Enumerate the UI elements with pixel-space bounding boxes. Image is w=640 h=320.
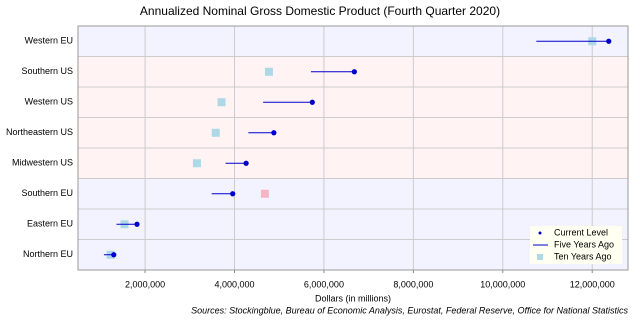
ten-years-ago-marker — [217, 98, 226, 107]
x-tick-label: 4,000,000 — [214, 279, 254, 289]
ten-years-ago-marker — [211, 128, 220, 137]
x-tick-label: 10,000,000 — [480, 279, 525, 289]
x-tick-label: 8,000,000 — [393, 279, 433, 289]
row-band — [78, 117, 628, 148]
y-tick-label: Northeastern US — [6, 127, 73, 137]
ten-years-ago-marker — [192, 159, 201, 168]
current-level-dot — [230, 191, 236, 197]
legend-label: Five Years Ago — [554, 239, 614, 249]
ten-years-ago-marker — [260, 189, 269, 198]
legend-swatch — [538, 231, 542, 235]
y-tick-label: Southern EU — [21, 188, 73, 198]
y-tick-label: Western US — [25, 97, 73, 107]
x-tick-label: 2,000,000 — [125, 279, 165, 289]
y-tick-label: Southern US — [21, 66, 73, 76]
source-note: Sources: Stockingblue, Bureau of Economi… — [191, 305, 628, 315]
current-level-dot — [271, 130, 277, 136]
x-tick-label: 6,000,000 — [304, 279, 344, 289]
current-level-dot — [351, 69, 357, 75]
row-band — [78, 87, 628, 118]
ten-years-ago-marker — [264, 67, 273, 76]
y-tick-label: Western EU — [25, 36, 73, 46]
y-tick-label: Northern EU — [23, 249, 73, 259]
x-tick-label: 12,000,000 — [570, 279, 615, 289]
y-tick-label: Midwestern US — [12, 158, 73, 168]
x-axis-label: Dollars (in millions) — [315, 293, 391, 303]
legend-label: Current Level — [554, 227, 608, 237]
current-level-dot — [111, 252, 117, 258]
current-level-dot — [243, 160, 249, 166]
plot-frame — [77, 25, 629, 271]
chart-title: Annualized Nominal Gross Domestic Produc… — [140, 4, 500, 18]
legend-label: Ten Years Ago — [554, 251, 612, 261]
row-band — [78, 178, 628, 209]
current-level-dot — [134, 221, 140, 227]
y-tick-label: Eastern EU — [27, 219, 73, 229]
legend-swatch — [537, 254, 543, 260]
row-band — [78, 148, 628, 179]
current-level-dot — [309, 99, 315, 105]
current-level-dot — [606, 38, 612, 44]
